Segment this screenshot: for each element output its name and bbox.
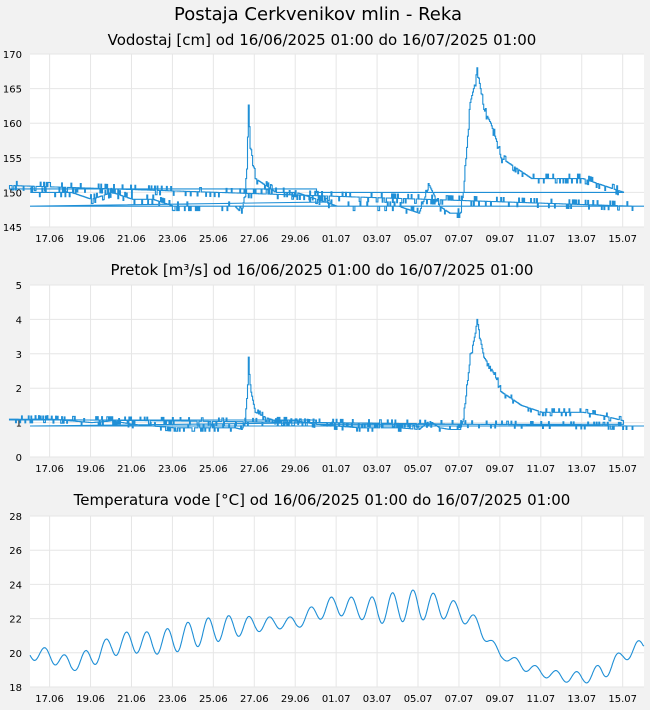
x-tick-label: 27.06 [240,694,269,705]
y-tick-label: 28 [9,512,22,523]
x-tick-label: 15.07 [608,694,637,705]
chart-title: Vodostaj [cm] od 16/06/2025 01:00 do 16/… [108,31,537,49]
x-tick-label: 25.06 [199,234,228,245]
x-tick-label: 01.07 [322,694,351,705]
y-tick-label: 145 [3,223,22,234]
x-tick-label: 29.06 [281,694,310,705]
x-tick-label: 29.06 [281,234,310,245]
data-series-line [8,318,644,432]
x-tick-label: 23.06 [158,234,187,245]
chart-panel-1: Vodostaj [cm] od 16/06/2025 01:00 do 16/… [3,31,644,245]
y-tick-label: 20 [9,649,22,660]
y-tick-label: 4 [16,315,22,326]
y-tick-label: 160 [3,119,22,130]
x-tick-label: 13.07 [567,464,596,475]
y-tick-label: 1 [16,419,22,430]
y-tick-label: 18 [9,683,22,694]
y-tick-label: 24 [9,580,22,591]
x-tick-label: 01.07 [322,234,351,245]
x-tick-label: 11.07 [526,694,555,705]
x-tick-label: 05.07 [404,234,433,245]
x-tick-label: 21.06 [117,234,146,245]
x-tick-label: 13.07 [567,694,596,705]
y-tick-label: 3 [16,350,22,361]
x-tick-label: 29.06 [281,464,310,475]
x-tick-label: 21.06 [117,464,146,475]
x-tick-label: 21.06 [117,694,146,705]
x-tick-label: 25.06 [199,464,228,475]
x-tick-label: 27.06 [240,464,269,475]
x-tick-label: 03.07 [363,694,392,705]
x-tick-label: 05.07 [404,464,433,475]
x-tick-label: 05.07 [404,694,433,705]
x-tick-label: 07.07 [445,464,474,475]
plot-area [30,516,644,687]
y-tick-label: 155 [3,154,22,165]
y-tick-label: 170 [3,50,22,61]
x-tick-label: 13.07 [567,234,596,245]
x-tick-label: 03.07 [363,464,392,475]
x-tick-label: 19.06 [76,694,105,705]
x-tick-label: 17.06 [35,694,64,705]
data-series-line [29,589,645,684]
chart-panel-3: Temperatura vode [°C] od 16/06/2025 01:0… [9,491,645,705]
y-tick-label: 22 [9,615,22,626]
y-tick-label: 150 [3,188,22,199]
y-tick-label: 0 [16,453,22,464]
x-tick-label: 27.06 [240,234,269,245]
station-title: Postaja Cerkvenikov mlin - Reka [174,4,462,25]
x-tick-label: 17.06 [35,464,64,475]
x-tick-label: 17.06 [35,234,64,245]
x-tick-label: 09.07 [486,694,515,705]
x-tick-label: 03.07 [363,234,392,245]
x-tick-label: 19.06 [76,234,105,245]
x-tick-label: 23.06 [158,464,187,475]
x-tick-label: 15.07 [608,464,637,475]
x-tick-label: 19.06 [76,464,105,475]
chart-title: Temperatura vode [°C] od 16/06/2025 01:0… [73,491,571,509]
x-tick-label: 11.07 [526,464,555,475]
x-tick-label: 11.07 [526,234,555,245]
chart-title: Pretok [m³/s] od 16/06/2025 01:00 do 16/… [111,261,534,279]
x-tick-label: 23.06 [158,694,187,705]
y-tick-label: 2 [16,384,22,395]
x-tick-label: 07.07 [445,694,474,705]
x-tick-label: 01.07 [322,464,351,475]
y-tick-label: 26 [9,546,22,557]
data-series-line [8,67,644,219]
x-tick-label: 25.06 [199,694,228,705]
y-tick-label: 5 [16,281,22,292]
y-tick-label: 165 [3,85,22,96]
plot-area [30,285,644,457]
x-tick-label: 07.07 [445,234,474,245]
x-tick-label: 09.07 [486,234,515,245]
x-tick-label: 09.07 [486,464,515,475]
chart-panel-2: Pretok [m³/s] od 16/06/2025 01:00 do 16/… [8,261,644,475]
x-tick-label: 15.07 [608,234,637,245]
